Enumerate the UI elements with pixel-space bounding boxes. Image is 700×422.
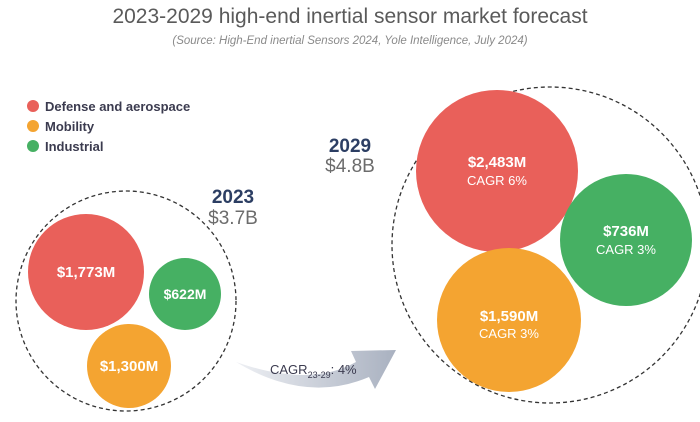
group-2023: 2023 $3.7B $1,773M $622M $1,300M xyxy=(15,187,258,412)
cagr-label: CAGR23-29: 4% xyxy=(270,362,357,380)
legend-label-industrial: Industrial xyxy=(45,139,104,154)
total-label-2023: $3.7B xyxy=(208,208,258,229)
year-label-2023: 2023 xyxy=(212,187,254,208)
total-label-2029: $4.8B xyxy=(325,156,375,177)
bubble-2023-defense-value: $1,773M xyxy=(57,264,115,281)
bubble-2023-industrial xyxy=(149,258,221,330)
bubble-2029-mobility-cagr: CAGR 3% xyxy=(479,326,539,341)
bubble-2029-defense-value: $2,483M xyxy=(468,154,526,171)
bubble-2029-industrial xyxy=(560,174,692,306)
legend-swatch-mobility xyxy=(27,120,39,132)
bubble-2023-defense xyxy=(28,214,144,330)
bubble-2029-industrial-cagr: CAGR 3% xyxy=(596,242,656,257)
cagr-label-prefix: CAGR xyxy=(270,362,308,377)
cagr-label-subscript: 23-29 xyxy=(308,370,331,380)
group-2029: 2029 $4.8B $2,483M CAGR 6% $736M CAGR 3%… xyxy=(325,86,700,404)
cagr-arrow: CAGR23-29: 4% xyxy=(236,350,396,389)
bubble-2029-mobility-value: $1,590M xyxy=(480,308,538,325)
chart-subtitle: (Source: High-End inertial Sensors 2024,… xyxy=(172,35,527,47)
legend-swatch-industrial xyxy=(27,140,39,152)
chart-title: 2023-2029 high-end inertial sensor marke… xyxy=(112,5,587,28)
legend: Defense and aerospace Mobility Industria… xyxy=(27,99,190,154)
group-2029-outline xyxy=(391,86,700,404)
legend-swatch-defense xyxy=(27,100,39,112)
legend-label-defense: Defense and aerospace xyxy=(45,99,190,114)
cagr-label-suffix: : 4% xyxy=(331,362,357,377)
bubble-2029-defense xyxy=(416,90,578,252)
bubble-2023-mobility xyxy=(87,324,171,408)
bubble-2029-industrial-value: $736M xyxy=(603,223,649,240)
bubble-2029-mobility xyxy=(437,248,581,392)
bubble-2023-industrial-value: $622M xyxy=(164,286,207,302)
legend-label-mobility: Mobility xyxy=(45,119,95,134)
cagr-arrow-shape xyxy=(236,350,396,389)
bubble-2029-defense-cagr: CAGR 6% xyxy=(467,173,527,188)
group-2023-outline xyxy=(15,190,237,412)
year-label-2029: 2029 xyxy=(329,136,371,157)
bubble-2023-mobility-value: $1,300M xyxy=(100,358,158,375)
